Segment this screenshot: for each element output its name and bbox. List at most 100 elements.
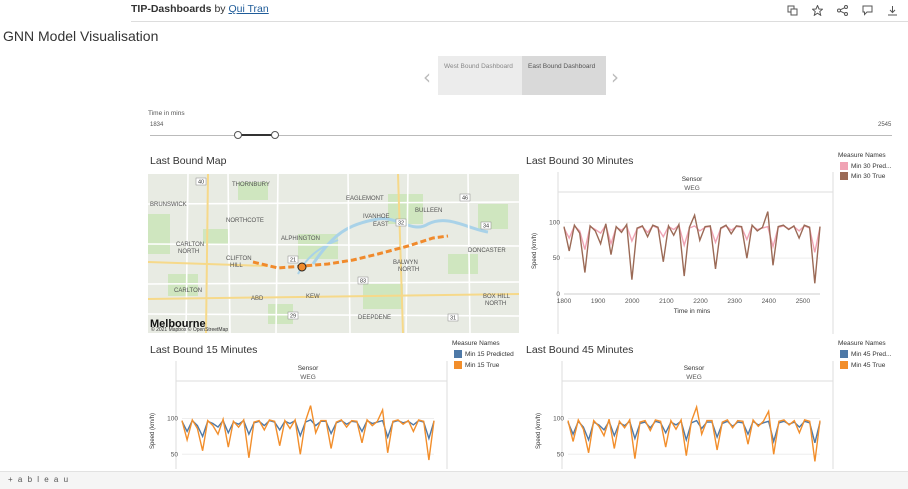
svg-text:IVANHOE: IVANHOE xyxy=(363,214,390,220)
svg-text:ABD: ABD xyxy=(251,296,264,302)
chart-30-title: Last Bound 30 Minutes xyxy=(526,155,634,167)
legend-title-30: Measure Names xyxy=(838,152,886,159)
legend-swatch xyxy=(454,350,462,358)
legend-item-true-30[interactable]: Min 30 True xyxy=(840,172,885,180)
y-tick-label: 100 xyxy=(549,219,560,226)
story-point-east[interactable]: East Bound Dashboard xyxy=(522,56,606,95)
legend-item-pred-30[interactable]: Min 30 Pred... xyxy=(840,162,891,170)
svg-text:29: 29 xyxy=(290,314,296,320)
series-line-true xyxy=(567,404,821,462)
svg-text:EAGLEMONT: EAGLEMONT xyxy=(346,196,384,202)
svg-text:KEW: KEW xyxy=(306,294,320,300)
y-tick-label: 100 xyxy=(167,415,178,422)
y-tick-label: 0 xyxy=(556,291,560,298)
copy-icon[interactable] xyxy=(784,2,800,18)
svg-text:34: 34 xyxy=(483,224,489,230)
x-tick-label: 2500 xyxy=(796,298,811,305)
x-tick-label: 1900 xyxy=(591,298,606,305)
toolbar-icons xyxy=(784,2,900,18)
svg-text:EAST: EAST xyxy=(373,222,389,228)
x-tick-label: 2100 xyxy=(659,298,674,305)
svg-text:40: 40 xyxy=(198,180,204,186)
comment-icon[interactable] xyxy=(859,2,875,18)
svg-text:BOX HILL: BOX HILL xyxy=(483,294,511,300)
y-axis-label: Speed (km/h) xyxy=(150,413,156,449)
map-route xyxy=(252,234,449,270)
legend-swatch xyxy=(840,172,848,180)
legend-item-pred-15[interactable]: Min 15 Predicted xyxy=(454,350,514,358)
legend-swatch xyxy=(840,361,848,369)
legend-item-true-15[interactable]: Min 15 True xyxy=(454,361,499,369)
tableau-logo[interactable]: + a b l e a u xyxy=(8,475,70,484)
sensor-label: Sensor xyxy=(298,365,319,372)
chart-15-title: Last Bound 15 Minutes xyxy=(150,344,258,356)
svg-text:CARLTON: CARLTON xyxy=(174,288,202,294)
svg-text:DEEPDENE: DEEPDENE xyxy=(358,315,391,321)
time-filter-label: Time in mins xyxy=(148,110,185,117)
x-tick-label: 2000 xyxy=(625,298,640,305)
legend-item-pred-45[interactable]: Min 45 Pred... xyxy=(840,350,891,358)
chart-15-minutes[interactable]: Sensor WEG Speed (km/h) 100 50 xyxy=(148,361,448,469)
author-link[interactable]: Qui Tran xyxy=(228,3,269,15)
story-point-west[interactable]: West Bound Dashboard xyxy=(438,56,522,95)
svg-text:CLIFTON: CLIFTON xyxy=(226,256,252,262)
x-axis-label: Time in mins xyxy=(674,308,711,315)
story-next-button[interactable]: › xyxy=(611,65,619,89)
svg-text:21: 21 xyxy=(290,258,296,264)
map-canvas: THORNBURY BRUNSWICK NORTHCOTE EAGLEMONT IV… xyxy=(148,174,519,333)
bound-map[interactable]: THORNBURY BRUNSWICK NORTHCOTE EAGLEMONT IV… xyxy=(148,174,519,333)
map-title: Last Bound Map xyxy=(150,155,227,167)
chart-45-minutes[interactable]: Sensor WEG Speed (km/h) 100 50 xyxy=(524,361,834,469)
sensor-label: Sensor xyxy=(682,176,703,183)
legend-title-45: Measure Names xyxy=(838,340,886,347)
svg-text:CARLTON: CARLTON xyxy=(176,242,204,248)
map-city-label: Melbourne xyxy=(150,318,206,330)
x-tick-label: 2400 xyxy=(762,298,777,305)
y-axis-label: Speed (km/h) xyxy=(532,233,538,269)
svg-text:DONCASTER: DONCASTER xyxy=(468,248,506,254)
legend-title-15: Measure Names xyxy=(452,340,500,347)
svg-text:NORTHCOTE: NORTHCOTE xyxy=(226,218,264,224)
time-filter-max: 2545 xyxy=(878,122,892,128)
svg-text:BULLEEN: BULLEEN xyxy=(415,208,442,214)
map-attribution: © 2021 Mapbox © OpenStreetMap xyxy=(151,326,228,333)
legend-swatch xyxy=(840,162,848,170)
legend-swatch xyxy=(454,361,462,369)
svg-text:NORTH: NORTH xyxy=(485,301,506,307)
download-icon[interactable] xyxy=(884,2,900,18)
time-slider-track[interactable] xyxy=(150,135,892,136)
svg-text:NORTH: NORTH xyxy=(398,267,419,273)
sensor-value: WEG xyxy=(684,185,700,192)
time-slider-handle-start[interactable] xyxy=(234,131,242,139)
star-icon[interactable] xyxy=(809,2,825,18)
legend-item-true-45[interactable]: Min 45 True xyxy=(840,361,885,369)
y-tick-label: 100 xyxy=(553,415,564,422)
svg-text:NORTH: NORTH xyxy=(178,249,199,255)
series-line-true xyxy=(563,211,821,284)
svg-text:46: 46 xyxy=(462,196,468,202)
legend-swatch xyxy=(840,350,848,358)
x-tick-label: 2300 xyxy=(727,298,742,305)
x-tick-label: 2200 xyxy=(693,298,708,305)
y-tick-label: 50 xyxy=(557,451,565,458)
svg-text:31: 31 xyxy=(450,316,456,322)
header-divider xyxy=(131,21,908,22)
page-title: GNN Model Visualisation xyxy=(3,28,159,44)
y-tick-label: 50 xyxy=(553,255,561,262)
share-icon[interactable] xyxy=(834,2,850,18)
svg-text:32: 32 xyxy=(398,221,404,227)
sensor-label: Sensor xyxy=(684,365,705,372)
sensor-value: WEG xyxy=(686,374,702,381)
svg-text:83: 83 xyxy=(360,279,366,285)
svg-text:BALWYN: BALWYN xyxy=(393,260,418,266)
svg-text:HILL: HILL xyxy=(230,263,243,269)
story-prev-button[interactable]: ‹ xyxy=(423,65,431,89)
tableau-footer: + a b l e a u xyxy=(0,471,908,489)
y-tick-label: 50 xyxy=(171,451,179,458)
dashboard-title: TIP-Dashboards xyxy=(131,3,212,15)
y-axis-label: Speed (km/h) xyxy=(536,413,542,449)
top-bar: TIP-Dashboards by Qui Tran xyxy=(0,0,908,22)
svg-text:THORNBURY: THORNBURY xyxy=(232,182,270,188)
time-slider-handle-end[interactable] xyxy=(271,131,279,139)
